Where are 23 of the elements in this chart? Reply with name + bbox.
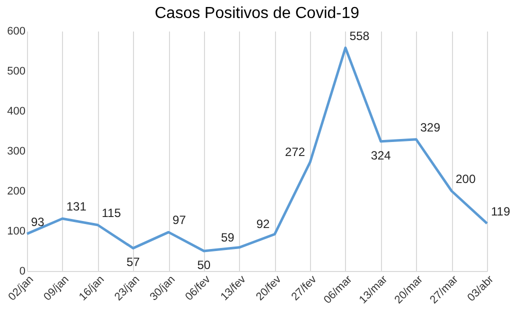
y-tick-label: 400 [7,106,26,118]
data-label: 57 [126,255,140,270]
data-label: 131 [66,200,87,214]
data-label: 272 [285,145,306,160]
data-label: 558 [349,28,370,43]
data-label: 115 [102,206,122,220]
data-label: 97 [172,213,186,228]
data-label: 329 [420,120,441,134]
line-series [26,46,488,252]
data-label: 59 [220,230,235,244]
data-label: 324 [370,148,392,162]
data-label: 92 [256,217,270,232]
chart-title: Casos Positivos de Covid-19 [154,5,360,22]
y-tick-label: 600 [7,26,26,38]
y-tick-label: 100 [7,226,26,238]
data-label: 200 [456,172,476,186]
y-tick-label: 300 [7,146,26,158]
data-label: 50 [197,258,211,272]
y-tick-label: 500 [7,66,26,78]
data-label: 119 [491,204,510,218]
y-tick-label: 0 [19,266,26,278]
y-tick-label: 200 [7,186,26,198]
data-label: 93 [31,214,45,229]
